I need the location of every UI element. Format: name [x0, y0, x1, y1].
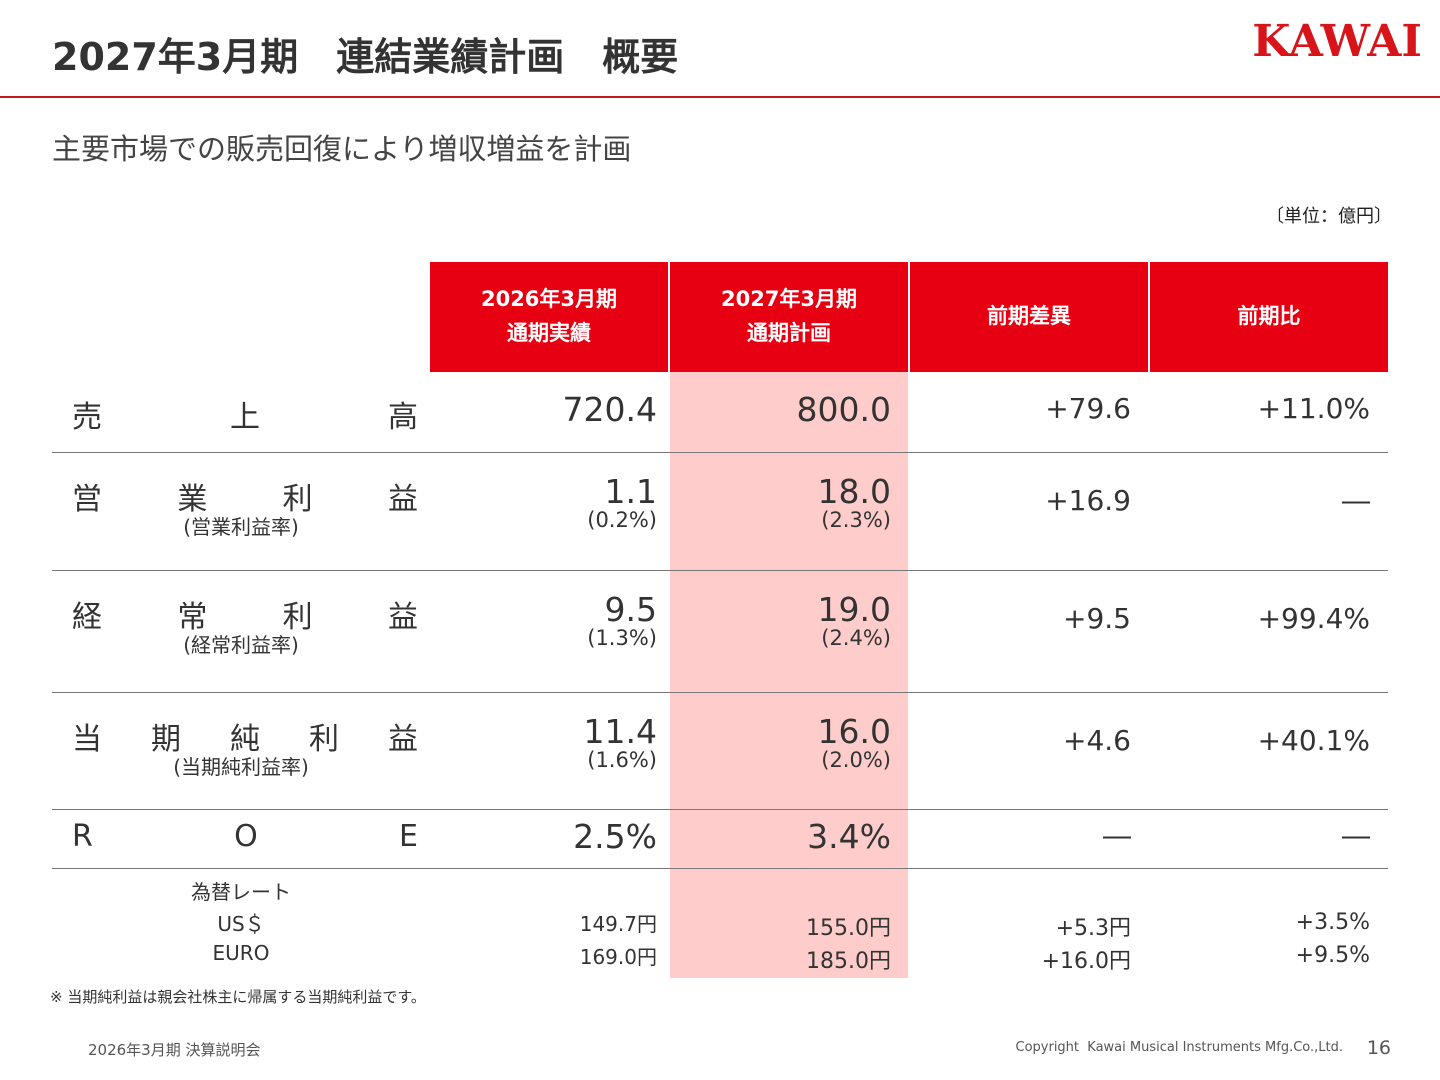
- cell-value: 2.5%: [573, 816, 657, 856]
- cell-value: 1.1: [604, 472, 657, 511]
- fx-value: +16.0円: [1041, 949, 1131, 974]
- footer-left: 2026年3月期 決算説明会: [88, 1041, 261, 1059]
- row-rule: [52, 868, 1388, 869]
- row-rule: [52, 570, 1388, 571]
- fx-value: 169.0円: [579, 945, 657, 969]
- fx-value: 185.0円: [806, 949, 891, 974]
- column-header: 前期比: [1237, 304, 1301, 328]
- cell-subvalue: (1.3%): [587, 626, 657, 650]
- column-header: 2027年3月期: [720, 287, 858, 311]
- row-label: 当期純利益: [72, 722, 418, 757]
- cell-value: +79.6: [1045, 392, 1131, 425]
- fx-value: +3.5%: [1295, 910, 1370, 935]
- cell-subvalue: (2.0%): [821, 748, 891, 772]
- column-header: 通期実績: [507, 321, 591, 345]
- row-rule: [52, 809, 1388, 810]
- column-header-bg: [670, 262, 908, 372]
- row-rule: [52, 692, 1388, 693]
- fx-value: +5.3円: [1055, 916, 1131, 941]
- fx-value: 155.0円: [806, 916, 891, 941]
- column-header: 2026年3月期: [480, 287, 618, 311]
- cell-value: 720.4: [562, 390, 657, 429]
- cell-subvalue: (2.4%): [821, 626, 891, 650]
- cell-value: 16.0: [817, 712, 891, 751]
- row-sublabel: (営業利益率): [183, 515, 299, 539]
- fx-currency: US＄: [217, 912, 265, 936]
- cell-value: 11.4: [583, 712, 657, 751]
- subtitle: 主要市場での販売回復により増収増益を計画: [52, 132, 632, 166]
- title: 2027年3月期 連結業績計画 概要: [52, 35, 679, 79]
- footnote: ※ 当期純利益は親会社株主に帰属する当期純利益です。: [50, 988, 426, 1006]
- row-sublabel: (当期純利益率): [173, 755, 309, 779]
- header-rule: [0, 96, 1440, 98]
- row-label: 営業利益: [72, 482, 418, 517]
- copyright: Copyright Kawai Musical Instruments Mfg.…: [1015, 1040, 1344, 1055]
- row-rule: [52, 452, 1388, 453]
- unit: 〔単位：億円〕: [1266, 206, 1392, 227]
- fx-value: +9.5%: [1295, 943, 1370, 968]
- cell-value: ―: [1342, 484, 1370, 517]
- cell-value: 18.0: [817, 472, 891, 511]
- row-label: R O E: [72, 818, 418, 854]
- cell-value: +16.9: [1045, 484, 1131, 517]
- cell-subvalue: (0.2%): [587, 508, 657, 532]
- cell-value: +40.1%: [1257, 724, 1370, 757]
- cell-value: ―: [1103, 818, 1131, 852]
- cell-value: +11.0%: [1257, 392, 1370, 425]
- row-sublabel: (経常利益率): [183, 633, 299, 657]
- page-number: 16: [1366, 1037, 1391, 1059]
- fx-currency: EURO: [212, 941, 270, 965]
- cell-subvalue: (1.6%): [587, 748, 657, 772]
- highlight-column: [670, 372, 908, 978]
- cell-value: +99.4%: [1257, 602, 1370, 635]
- fx-value: 149.7円: [579, 912, 657, 936]
- cell-value: ―: [1342, 818, 1370, 852]
- column-header-bg: [910, 262, 1148, 372]
- row-label: 経常利益: [72, 600, 418, 635]
- column-header: 前期差異: [987, 304, 1071, 328]
- logo: KAWAI: [1252, 16, 1422, 67]
- column-header: 通期計画: [747, 321, 831, 345]
- cell-value: +4.6: [1063, 724, 1131, 757]
- fx-label: 為替レート: [191, 880, 291, 904]
- cell-value: 3.4%: [807, 816, 891, 856]
- column-header-bg: [430, 262, 668, 372]
- cell-value: +9.5: [1063, 602, 1131, 635]
- cell-subvalue: (2.3%): [821, 508, 891, 532]
- row-label: 売上高: [72, 400, 418, 435]
- cell-value: 800.0: [796, 390, 891, 429]
- column-header-bg: [1150, 262, 1388, 372]
- cell-value: 9.5: [604, 590, 657, 629]
- cell-value: 19.0: [817, 590, 891, 629]
